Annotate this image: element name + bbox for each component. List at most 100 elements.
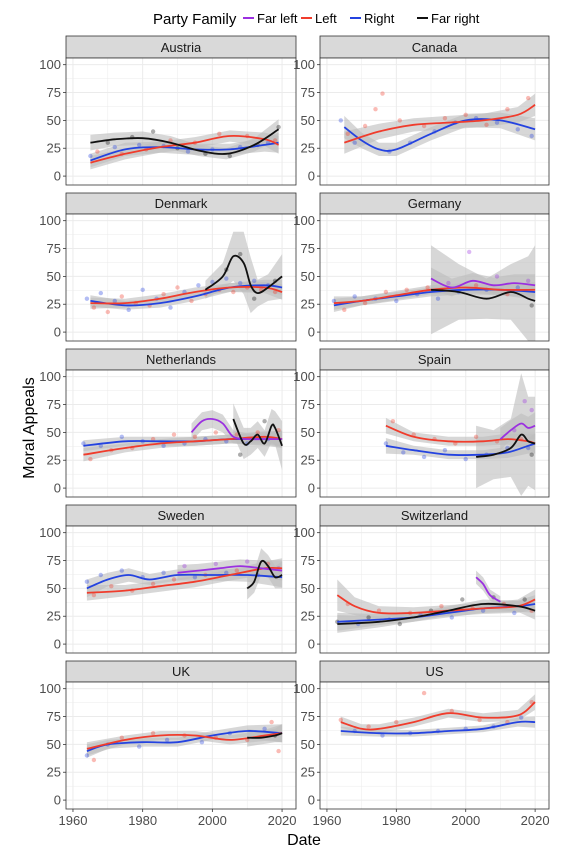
series-line-far-right <box>247 732 283 739</box>
y-tick-label: 0 <box>54 481 61 496</box>
x-tick-label: 1960 <box>312 813 341 828</box>
data-point-left <box>91 592 97 598</box>
data-point-left <box>171 432 177 437</box>
strip-label-sweden: Sweden <box>158 508 205 523</box>
data-point-left <box>526 95 531 101</box>
series-line-far-right <box>232 418 283 447</box>
data-point-left <box>88 456 93 462</box>
y-tick-label: 75 <box>301 397 315 412</box>
data-point-right <box>137 142 142 148</box>
legend-label-right: Right <box>364 11 395 26</box>
data-point-far-right <box>366 615 371 620</box>
data-point-right <box>224 570 229 575</box>
data-point-right <box>140 287 145 292</box>
data-point-right <box>238 280 243 286</box>
data-point-right <box>515 285 520 290</box>
panel-border <box>65 213 297 342</box>
panel-border <box>65 57 297 186</box>
data-point-far-right <box>522 597 527 602</box>
legend-label-left: Left <box>315 11 337 26</box>
panel-background <box>320 526 549 653</box>
data-point-left <box>342 307 347 312</box>
data-point-right <box>88 153 93 159</box>
y-tick-label: 100 <box>39 213 61 228</box>
series-line-far-right <box>246 559 283 590</box>
data-point-left <box>394 719 399 725</box>
y-tick-label: 100 <box>39 681 61 696</box>
strip-label-uk: UK <box>172 664 190 679</box>
series-line-right <box>385 442 536 456</box>
data-point-right <box>196 283 201 288</box>
data-point-right <box>380 733 385 738</box>
confidence-band-right <box>340 716 536 737</box>
data-point-left <box>119 294 125 299</box>
data-point-right <box>529 133 534 139</box>
panel-border <box>65 525 297 654</box>
legend-entry-far-left: Far left <box>243 11 298 26</box>
data-point-left <box>449 708 454 714</box>
data-point-left <box>150 581 156 587</box>
y-tick-label: 100 <box>39 369 61 384</box>
legend-entry-right: Right <box>350 11 395 26</box>
data-point-right <box>81 441 86 446</box>
data-point-right <box>192 575 198 580</box>
data-point-left <box>175 285 180 290</box>
legend: Party Family Far left Left Right Far right <box>153 11 480 28</box>
y-tick-label: 25 <box>301 453 315 468</box>
data-point-right <box>519 715 524 720</box>
data-point-right <box>112 298 118 304</box>
data-point-left <box>390 419 396 424</box>
data-point-far-right <box>105 140 111 145</box>
data-point-right <box>84 753 90 758</box>
panel-uk: UK 0 25 50 75 100 1960 1980 2000 2020 <box>39 660 297 828</box>
data-point-far-left <box>529 407 534 413</box>
series-line-left <box>344 104 536 144</box>
confidence-band-left <box>340 694 536 734</box>
data-point-left <box>473 283 479 288</box>
y-tick-label: 25 <box>47 609 61 624</box>
series-line-far-left <box>190 417 283 441</box>
x-tick-label: 2020 <box>521 813 550 828</box>
data-point-left <box>425 285 430 290</box>
data-point-left <box>109 584 114 589</box>
data-point-right <box>394 298 399 304</box>
data-point-left <box>171 577 177 582</box>
series-line-left <box>83 435 283 456</box>
data-point-left <box>383 289 389 295</box>
data-point-far-left <box>245 559 250 564</box>
data-point-far-left <box>213 561 218 567</box>
panel-border <box>319 213 550 342</box>
panel-spain: Spain 0 25 50 75 100 <box>293 348 550 498</box>
data-point-left <box>234 432 239 437</box>
data-point-right <box>435 296 441 301</box>
x-tick-label: 1980 <box>128 813 157 828</box>
data-point-right <box>331 298 337 304</box>
data-point-far-right <box>460 597 465 602</box>
series-line-right <box>90 284 283 307</box>
data-point-left <box>161 292 166 297</box>
data-point-left <box>91 305 97 310</box>
data-point-left <box>345 131 350 136</box>
data-point-far-left <box>522 399 527 404</box>
y-tick-label: 100 <box>293 525 315 540</box>
data-point-right <box>168 305 173 310</box>
data-point-left <box>397 118 402 123</box>
data-point-left <box>150 731 156 736</box>
y-tick-label: 75 <box>301 553 315 568</box>
y-tick-label: 25 <box>301 297 315 312</box>
data-point-far-right <box>262 419 267 424</box>
y-axis-title: Moral Appeals <box>21 377 38 478</box>
data-point-left <box>150 436 156 442</box>
data-point-left <box>255 430 260 435</box>
data-point-right <box>98 572 104 578</box>
panel-denmark: Denmark 0 25 50 75 100 <box>39 192 297 342</box>
panel-background <box>320 682 549 809</box>
data-point-left <box>463 112 468 118</box>
panel-austria: Austria 0 25 50 75 100 <box>39 35 297 186</box>
y-tick-label: 0 <box>54 325 61 340</box>
data-point-far-right <box>397 621 402 627</box>
data-point-left <box>366 724 371 729</box>
data-point-left <box>91 757 97 763</box>
data-point-right <box>161 443 166 448</box>
